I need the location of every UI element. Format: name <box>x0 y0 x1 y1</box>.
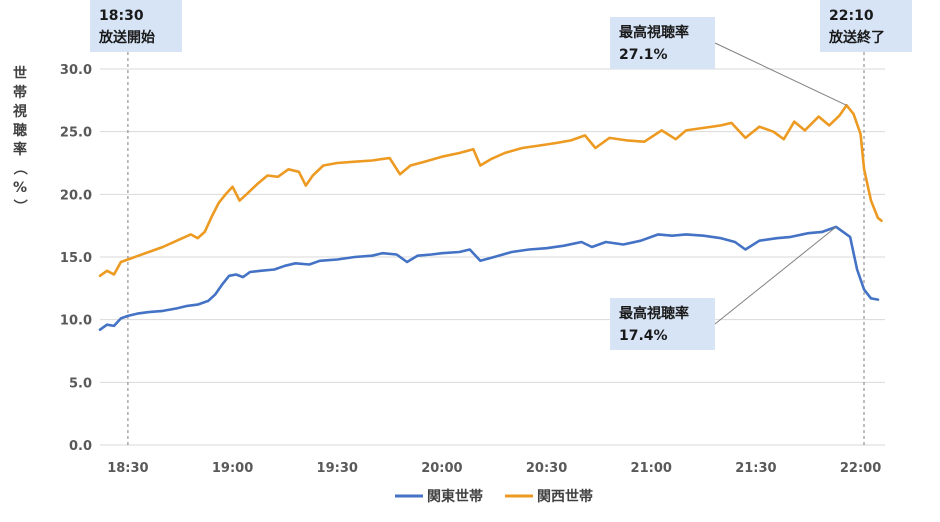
y-axis-label-char: 率 <box>13 141 27 158</box>
callout-broadcast-end-box <box>820 0 912 52</box>
x-tick-label: 20:00 <box>421 461 462 476</box>
x-tick-label: 19:30 <box>317 461 358 476</box>
x-tick-label: 19:00 <box>212 461 253 476</box>
leader-kansai-peak <box>714 42 847 106</box>
y-axis-label-char: 世 <box>13 65 27 82</box>
y-axis-label-char: % <box>13 180 27 196</box>
y-tick-label: 25.0 <box>60 126 92 141</box>
callout-broadcast-start-box <box>90 0 182 52</box>
callout-kanto-peak-box <box>610 298 715 350</box>
callout-kansai-peak-box <box>610 17 715 69</box>
y-axis-ticks: 0.0 5.0 10.0 15.0 20.0 25.0 30.0 <box>60 63 92 454</box>
callout-kanto-peak-line2: 17.4% <box>619 328 668 344</box>
y-tick-label: 0.0 <box>69 439 92 454</box>
callout-broadcast-end: 22:10 放送終了 <box>820 0 912 52</box>
series-line-kansai <box>98 104 883 278</box>
x-tick-label: 20:30 <box>526 461 567 476</box>
y-tick-label: 5.0 <box>69 376 92 391</box>
y-tick-label: 30.0 <box>60 63 92 78</box>
x-tick-label: 21:00 <box>631 461 672 476</box>
series-line-kanto <box>98 225 880 331</box>
callout-kansai-peak: 最高視聴率 27.1% <box>610 17 715 69</box>
leader-kanto-peak <box>714 226 837 325</box>
x-tick-label: 18:30 <box>107 461 148 476</box>
callout-broadcast-end-line1: 22:10 <box>829 8 874 24</box>
callout-broadcast-start-line2: 放送開始 <box>98 29 155 46</box>
y-tick-label: 20.0 <box>60 188 92 203</box>
broadcast-guide-lines <box>127 52 865 445</box>
x-tick-label: 21:30 <box>735 461 776 476</box>
x-tick-label: 22:00 <box>840 461 881 476</box>
y-tick-label: 10.0 <box>60 314 92 329</box>
y-axis-label-char: ） <box>11 199 27 213</box>
callout-kansai-peak-line1: 最高視聴率 <box>619 24 689 41</box>
callout-kanto-peak-line1: 最高視聴率 <box>619 305 689 322</box>
series-lines <box>98 104 883 331</box>
y-axis-label-char: 聴 <box>13 123 27 139</box>
callout-broadcast-start: 18:30 放送開始 <box>90 0 182 52</box>
legend: 関東世帯 関西世帯 <box>395 488 593 505</box>
y-tick-label: 15.0 <box>60 251 92 266</box>
y-axis-label-char: 帯 <box>13 84 27 101</box>
callout-broadcast-start-line1: 18:30 <box>99 8 144 24</box>
legend-label-kanto: 関東世帯 <box>427 488 483 505</box>
callout-kanto-peak: 最高視聴率 17.4% <box>610 298 715 350</box>
gridlines <box>100 68 885 446</box>
y-axis-label-char: （ <box>11 161 27 175</box>
callout-broadcast-end-line2: 放送終了 <box>828 29 885 46</box>
x-axis-ticks: 18:30 19:00 19:30 20:00 20:30 21:00 21:30 22:00 <box>107 461 881 476</box>
legend-label-kansai: 関西世帯 <box>537 488 593 505</box>
y-axis-label-char: 視 <box>12 103 27 120</box>
callout-leader-lines <box>714 42 847 325</box>
callout-kansai-peak-line2: 27.1% <box>619 47 668 63</box>
